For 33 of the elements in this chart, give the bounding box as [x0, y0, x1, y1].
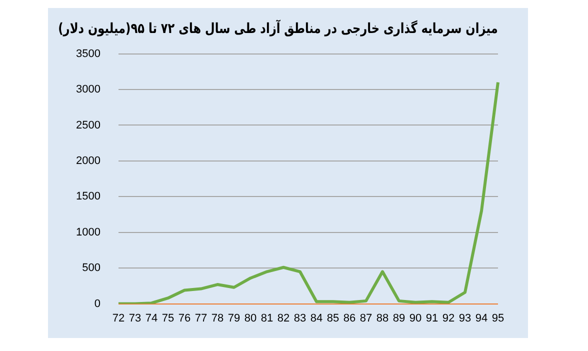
- x-tick-label: 83: [294, 312, 306, 324]
- y-tick-label: 1000: [76, 226, 100, 238]
- x-tick-label: 92: [442, 312, 455, 324]
- x-tick-label: 91: [426, 312, 438, 324]
- x-tick-label: 86: [343, 312, 356, 324]
- chart-title: میزان سرمایه گذاری خارجی در مناطق آزاد طی سال های ۷۲ تا ۹۵(میلیون دلار): [58, 18, 498, 38]
- y-tick-label: 3500: [76, 48, 100, 60]
- x-tick-label: 80: [244, 312, 257, 324]
- x-tick-label: 85: [326, 312, 340, 324]
- x-tick-label: 81: [260, 312, 274, 324]
- x-tick-label: 78: [211, 312, 224, 324]
- x-tick-label: 82: [277, 312, 290, 324]
- x-tick-label: 89: [392, 312, 406, 324]
- x-tick-label: 94: [475, 312, 488, 324]
- x-tick-label: 76: [178, 312, 191, 324]
- x-tick-label: 88: [376, 312, 389, 324]
- x-tick-label: 72: [112, 312, 125, 324]
- y-tick-label: 1500: [76, 190, 100, 203]
- y-tick-label: 3000: [76, 84, 100, 96]
- x-tick-label: 79: [228, 312, 240, 324]
- x-tick-label: 87: [360, 312, 372, 324]
- x-tick-label: 77: [194, 312, 208, 324]
- y-tick-label: 500: [82, 262, 100, 274]
- x-tick-label: 90: [409, 312, 422, 324]
- x-tick-label: 73: [128, 312, 142, 324]
- y-tick-label: 2000: [76, 154, 100, 167]
- x-tick-label: 74: [145, 312, 158, 324]
- x-tick-label: 93: [458, 312, 472, 324]
- x-tick-label: 84: [310, 312, 323, 324]
- x-tick-label: 75: [162, 312, 174, 324]
- y-tick-label: 2500: [76, 119, 100, 132]
- y-tick-label: 0: [94, 298, 100, 310]
- x-tick-label: 95: [492, 312, 504, 324]
